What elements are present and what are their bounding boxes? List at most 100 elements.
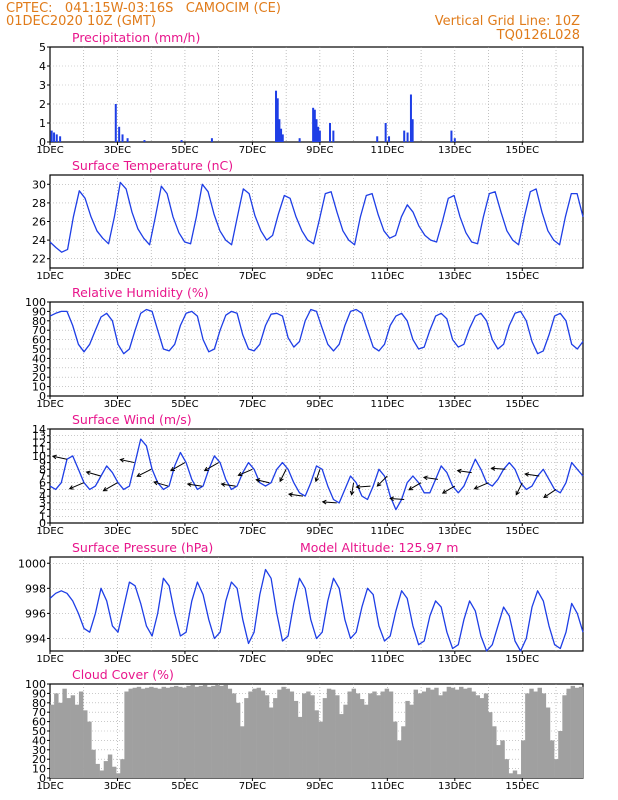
wind-arrow: [315, 469, 321, 482]
cloud-bar: [463, 688, 468, 778]
cloud-bar: [364, 704, 369, 778]
cloud-bar: [74, 704, 80, 778]
wind-title: Surface Wind (m/s): [72, 412, 192, 427]
precip-ytick-label: 2: [39, 98, 46, 111]
wind-arrow: [457, 470, 472, 474]
cloud-bar: [207, 686, 212, 778]
rh-xtick-label: 3DEC: [104, 399, 131, 410]
temp-xtick-label: 5DEC: [171, 271, 198, 282]
wind-arrow: [491, 467, 506, 470]
wind-ytick-label: 0: [39, 517, 46, 530]
cloud-xtick-label: 9DEC: [306, 781, 333, 792]
temp-xtick-label: 9DEC: [306, 271, 333, 282]
cloud-bar: [219, 685, 224, 778]
wind-arrow: [153, 481, 169, 487]
cloud-bar: [244, 698, 249, 778]
rh-ytick-label: 0: [39, 390, 46, 403]
cloud-bar: [322, 698, 328, 778]
wind-arrow: [204, 462, 219, 472]
cloud-bar: [355, 693, 361, 778]
cloud-bar: [103, 761, 109, 778]
precip-bar: [376, 136, 379, 142]
precip-bar: [388, 136, 391, 142]
cloud-xtick-label: 1DEC: [36, 781, 63, 792]
cloud-bar: [289, 691, 295, 778]
wind-arrow: [136, 468, 152, 477]
wind-ytick-label: 1: [39, 510, 46, 523]
wind-arrow-head: [376, 482, 382, 487]
precip-bar: [210, 138, 213, 142]
cloud-bar: [83, 710, 88, 778]
precip-xtick-label: 15DEC: [505, 145, 539, 156]
cloud-ytick-label: 0: [39, 772, 46, 785]
wind-ytick-label: 7: [39, 470, 46, 483]
precip-bar: [450, 130, 453, 142]
rh-xtick-label: 13DEC: [438, 399, 472, 410]
cloud-bar: [182, 687, 187, 778]
wind-arrow-head: [237, 471, 243, 477]
cloud-bar: [459, 686, 464, 778]
pres-xtick-label: 15DEC: [505, 654, 539, 665]
wind-ytick-label: 4: [39, 490, 46, 503]
wind-xtick-label: 3DEC: [104, 526, 131, 537]
wind-arrow-head: [389, 496, 395, 502]
header-date: 01DEC2020 10Z (GMT): [6, 14, 157, 29]
cloud-bar: [359, 699, 365, 778]
cloud-bar: [347, 691, 352, 778]
precip-bar: [317, 126, 320, 142]
temp-title: Surface Temperature (nC): [72, 158, 233, 173]
cloud-bar: [260, 690, 266, 778]
cloud-bar: [405, 700, 410, 778]
cloud-bar: [318, 721, 323, 778]
wind-xtick-label: 7DEC: [239, 526, 266, 537]
cloud-bar: [335, 695, 340, 778]
cloud-ytick-label: 70: [32, 706, 46, 719]
rh-title: Relative Humidity (%): [72, 285, 209, 300]
cloud-bar: [438, 695, 443, 778]
wind-arrow-head: [220, 482, 226, 487]
cloud-ytick-label: 100: [25, 678, 46, 691]
cloud-bar: [392, 721, 398, 778]
wind-arrow-head: [85, 470, 91, 476]
cloud-bar: [310, 695, 315, 778]
wind-arrow-head: [68, 485, 74, 490]
wind-arrow-head: [255, 478, 261, 483]
cloud-bar: [235, 702, 241, 778]
precip-bar: [53, 132, 56, 142]
cloud-bar: [273, 698, 278, 778]
wind-arrow: [288, 493, 304, 497]
wind-arrow-head: [441, 489, 447, 494]
temp-ytick-label: 26: [32, 216, 46, 229]
cloud-bar: [293, 700, 299, 778]
cloud-bar: [504, 759, 509, 778]
cloud-bar: [562, 695, 567, 778]
wind-xtick-label: 9DEC: [306, 526, 333, 537]
cloud-bar: [132, 687, 138, 778]
cloud-bar: [388, 691, 394, 778]
wind-arrow-head: [102, 487, 108, 492]
precip-xtick-label: 9DEC: [306, 145, 333, 156]
pres-xtick-label: 9DEC: [306, 654, 333, 665]
temp-xtick-label: 7DEC: [239, 271, 266, 282]
precip-xtick-label: 3DEC: [104, 145, 131, 156]
pres-ytick-label: 1000: [18, 557, 46, 570]
cloud-bar: [302, 693, 307, 778]
wind-arrow-head: [473, 485, 479, 490]
precip-bar: [59, 136, 62, 142]
wind-arrow: [52, 455, 67, 460]
rh-ytick-label: 70: [32, 324, 46, 337]
wind-arrow-head: [349, 490, 355, 496]
cloud-bar: [314, 710, 319, 778]
wind-arrow: [474, 482, 489, 490]
cloud-bar: [111, 766, 117, 778]
cloud-bar: [578, 686, 584, 778]
precip-bar: [276, 98, 279, 142]
wind-arrow-head: [408, 486, 414, 491]
cloud-bar: [446, 686, 452, 778]
precip-bar: [315, 119, 318, 142]
rh-ytick-label: 80: [32, 315, 46, 328]
precip-bar: [403, 130, 406, 142]
cloud-bar: [99, 770, 105, 778]
cloud-bar: [145, 687, 150, 778]
wind-arrow: [515, 482, 523, 495]
